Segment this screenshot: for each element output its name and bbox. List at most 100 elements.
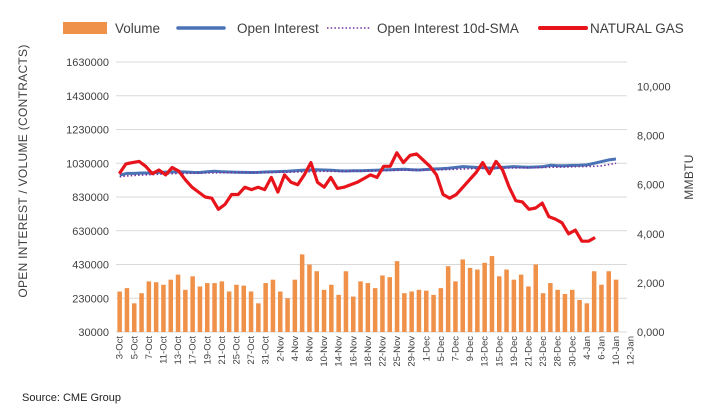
left-tick-label: 1230000 bbox=[66, 125, 109, 137]
x-tick-label: 5-Oct bbox=[129, 336, 140, 360]
volume-bar bbox=[496, 276, 502, 332]
volume-bar bbox=[453, 281, 458, 332]
right-tick-label: 4,000 bbox=[637, 229, 665, 241]
volume-bar bbox=[569, 289, 575, 332]
volume-bar bbox=[372, 288, 378, 332]
volume-bar bbox=[423, 290, 429, 332]
volume-bar bbox=[336, 294, 341, 332]
x-tick-label: 21-Oct bbox=[217, 336, 228, 365]
volume-bar bbox=[168, 279, 174, 332]
volume-bar bbox=[591, 271, 597, 332]
volume-bar bbox=[409, 291, 414, 332]
x-tick-label: 4-Jan bbox=[582, 336, 593, 360]
volume-bar bbox=[307, 264, 312, 332]
volume-bar bbox=[489, 256, 495, 332]
x-tick-label: 16-Nov bbox=[348, 336, 359, 367]
x-tick-label: 27-Oct bbox=[246, 336, 257, 365]
legend-label: Volume bbox=[115, 21, 160, 36]
volume-bar bbox=[380, 275, 385, 332]
right-axis-title: MMBTU bbox=[682, 154, 696, 200]
volume-bar bbox=[226, 291, 232, 332]
left-tick-label: 830000 bbox=[72, 192, 109, 204]
volume-bar bbox=[146, 281, 152, 332]
volume-bar bbox=[460, 259, 466, 332]
volume-bar bbox=[117, 291, 122, 332]
volume-bar bbox=[402, 293, 407, 332]
volume-bar bbox=[365, 283, 371, 332]
left-tick-label: 230000 bbox=[72, 293, 109, 305]
open-interest-sma-line bbox=[119, 162, 617, 178]
volume-bar bbox=[219, 281, 225, 332]
left-tick-label: 1030000 bbox=[66, 158, 109, 170]
legend-label: Open Interest 10d-SMA bbox=[377, 21, 519, 36]
volume-bar bbox=[584, 303, 590, 332]
volume-bar bbox=[343, 271, 349, 332]
x-tick-label: 19-Oct bbox=[202, 336, 213, 365]
x-tick-label: 13-Dec bbox=[480, 336, 491, 367]
x-tick-label: 11-Oct bbox=[158, 336, 169, 364]
x-tick-label: 3-Oct bbox=[115, 336, 126, 360]
volume-bar bbox=[438, 288, 444, 332]
x-tick-label: 6-Jan bbox=[597, 336, 608, 360]
volume-bar bbox=[197, 286, 203, 332]
volume-bar bbox=[533, 264, 539, 332]
volume-bar bbox=[518, 274, 524, 332]
volume-bar bbox=[190, 276, 195, 332]
volume-bar bbox=[270, 279, 276, 332]
volume-bar bbox=[248, 291, 254, 332]
x-tick-label: 2-Nov bbox=[275, 336, 286, 362]
volume-bar bbox=[467, 267, 473, 332]
volume-bar bbox=[175, 274, 181, 332]
x-tick-label: 5-Dec bbox=[436, 336, 447, 362]
volume-bar bbox=[263, 283, 268, 332]
x-axis-ticks: 3-Oct 5-Oct 7-Oct 11-Oct 13-Oct 17-Oct 19-Oct 2… bbox=[115, 336, 637, 367]
x-tick-label: 21-Dec bbox=[524, 336, 535, 367]
right-axis-ticks: 0,000 2,000 4,000 6,000 8,000 10,000 bbox=[637, 82, 671, 339]
volume-bar bbox=[292, 279, 298, 332]
source-note: Source: CME Group bbox=[22, 392, 122, 404]
volume-bar bbox=[204, 283, 210, 332]
volume-bar bbox=[555, 289, 560, 332]
series-lines bbox=[117, 151, 617, 243]
volume-bar bbox=[285, 298, 290, 332]
x-tick-label: 29-Nov bbox=[407, 336, 418, 367]
volume-bar bbox=[482, 262, 487, 332]
x-tick-label: 25-Oct bbox=[231, 336, 242, 365]
left-tick-label: 30000 bbox=[78, 327, 109, 339]
volume-bar bbox=[416, 289, 422, 332]
left-tick-label: 1430000 bbox=[66, 91, 109, 103]
x-tick-label: 1-Dec bbox=[421, 336, 432, 362]
volume-bar bbox=[613, 279, 619, 332]
volume-bar bbox=[526, 286, 531, 332]
volume-bar bbox=[256, 303, 261, 332]
x-tick-label: 14-Nov bbox=[334, 336, 345, 367]
volume-bar bbox=[475, 269, 480, 332]
volume-bar bbox=[299, 254, 305, 332]
volume-bar bbox=[277, 291, 283, 332]
volume-bar bbox=[212, 283, 217, 332]
left-axis-ticks: 30000 230000 430000 630000 830000 1030000 1230… bbox=[66, 57, 109, 339]
legend-label: Open Interest bbox=[237, 21, 319, 36]
x-tick-label: 15-Dec bbox=[494, 336, 505, 367]
x-tick-label: 31-Oct bbox=[261, 336, 272, 365]
x-tick-label: 12-Jan bbox=[626, 336, 637, 365]
x-tick-label: 13-Oct bbox=[173, 336, 184, 365]
volume-bar bbox=[511, 279, 517, 332]
x-tick-label: 10-Jan bbox=[611, 336, 622, 365]
x-tick-label: 19-Dec bbox=[509, 336, 520, 367]
volume-bar bbox=[606, 271, 612, 332]
volume-bar bbox=[548, 283, 553, 332]
volume-bar bbox=[540, 293, 546, 332]
left-axis-title: OPEN INTEREST / VOLUME (CONTRACTS) bbox=[16, 44, 30, 297]
x-tick-label: 25-Nov bbox=[392, 336, 403, 367]
left-tick-label: 430000 bbox=[72, 260, 109, 272]
volume-bar bbox=[431, 294, 436, 332]
x-tick-label: 4-Nov bbox=[290, 336, 301, 362]
legend-swatch-volume bbox=[63, 22, 107, 34]
volume-bars bbox=[117, 254, 619, 332]
legend: Volume Open Interest Open Interest 10d-SMA… bbox=[63, 21, 684, 36]
left-tick-label: 630000 bbox=[72, 226, 109, 238]
volume-bar bbox=[139, 293, 144, 332]
x-tick-label: 9-Dec bbox=[465, 336, 476, 362]
volume-bar bbox=[321, 289, 327, 332]
